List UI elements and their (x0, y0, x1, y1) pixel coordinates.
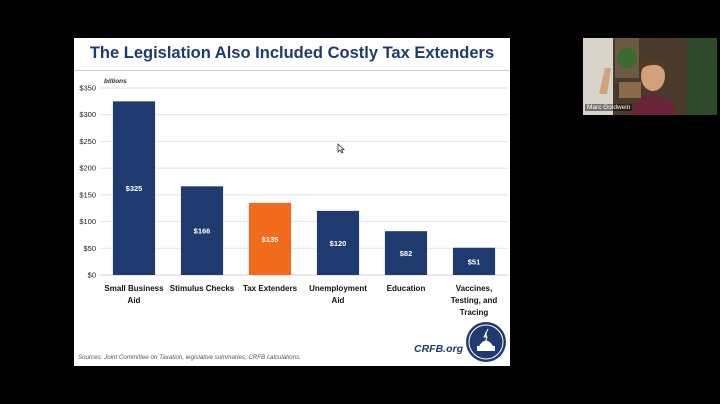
title-divider (74, 70, 510, 71)
mouse-pointer-icon (337, 143, 345, 154)
y-axis-label: billions (104, 78, 127, 85)
y-tick-label: $300 (79, 110, 96, 119)
x-tick-label: Small Business Aid (104, 284, 164, 305)
bar-chart: $0 $50 $100 $150 $200 $250 $300 $350 billions $… (79, 78, 508, 317)
x-tick-label: Tax Extenders (243, 284, 298, 293)
crfb-brand-text: CRFB.org (414, 343, 463, 355)
x-tick-label: Education (387, 284, 426, 293)
x-tick-label: Stimulus Checks (170, 284, 235, 293)
x-tick-label: Vaccines, Testing, and Tracing (451, 284, 498, 317)
bar (384, 231, 428, 275)
y-tick-label: $0 (88, 271, 96, 280)
slide-title: The Legislation Also Included Costly Tax… (89, 44, 495, 62)
y-tick-label: $200 (79, 164, 96, 173)
y-tick-label: $50 (83, 244, 96, 253)
bar (452, 247, 496, 275)
sources-note: Sources: Joint Committee on Taxation, le… (78, 354, 301, 361)
participant-video-feed (583, 38, 717, 115)
y-tick-label: $250 (79, 137, 96, 146)
data-label: $51 (468, 257, 481, 266)
bar (316, 210, 360, 275)
x-tick-label: Unemployment Aid (309, 284, 367, 305)
participant-video-tile[interactable]: Marc Goldwein (583, 38, 717, 115)
bar (180, 186, 224, 275)
data-label: $135 (262, 235, 279, 244)
y-tick-label: $100 (79, 217, 96, 226)
bar (112, 101, 156, 275)
participant-name-label: Marc Goldwein (585, 104, 633, 111)
presentation-slide: The Legislation Also Included Costly Tax… (74, 38, 510, 366)
data-label: $120 (330, 239, 347, 248)
bar (248, 202, 292, 275)
data-label: $82 (400, 249, 413, 258)
crfb-capitol-logo-icon (466, 322, 506, 362)
y-tick-label: $150 (79, 190, 96, 199)
data-label: $166 (194, 227, 211, 236)
y-tick-label: $350 (79, 84, 96, 93)
data-label: $325 (126, 184, 143, 193)
